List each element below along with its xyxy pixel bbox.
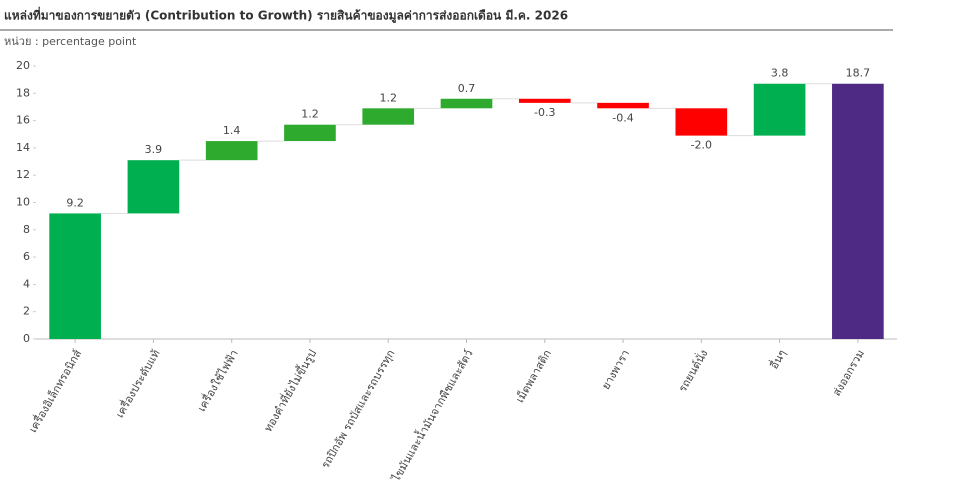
x-tick-label: รถปิกอัพ รถบัสและรถบรรทุก xyxy=(319,348,398,471)
value-label: 9.2 xyxy=(66,196,84,209)
y-tick-label: 4 xyxy=(23,277,30,290)
value-label: 1.2 xyxy=(379,91,397,104)
x-tick-label: เครื่องใช้ไฟฟ้า xyxy=(193,347,241,414)
value-label: 1.2 xyxy=(301,108,319,121)
x-tick-label: ส่งออกรวม xyxy=(830,348,867,399)
y-tick-label: 16 xyxy=(16,114,30,127)
bar xyxy=(832,83,884,340)
x-tick-label: รถยนต์นั่ง xyxy=(674,347,710,395)
value-label: -2.0 xyxy=(691,139,712,152)
bar xyxy=(49,213,101,339)
value-label: 1.4 xyxy=(223,124,241,137)
x-tick-label: ยางพารา xyxy=(599,348,632,392)
y-tick-label: 0 xyxy=(23,332,30,345)
y-tick-label: 20 xyxy=(16,59,30,72)
bar xyxy=(597,102,649,109)
bar xyxy=(127,160,180,214)
x-tick-label: ไขมันและน้ำมันจากพืชและสัตว์ xyxy=(387,347,475,483)
x-tick-label: ทองคำที่ยังไม่ขึ้นรูป xyxy=(260,346,319,434)
value-label: 0.7 xyxy=(458,82,476,95)
x-tick-label: เครื่องอิเล็กทรอนิกส์ xyxy=(25,346,85,435)
value-label: 18.7 xyxy=(846,67,871,80)
y-tick-label: 2 xyxy=(23,305,30,318)
bar xyxy=(362,108,415,125)
x-tick-label: อื่นๆ xyxy=(766,346,789,371)
value-label: 3.8 xyxy=(771,67,789,80)
x-tick-label: เครื่องประดับแท้ xyxy=(111,347,162,421)
chart-title: แหล่งที่มาของการขยายตัว (Contribution to… xyxy=(4,7,568,24)
y-tick-label: 8 xyxy=(23,223,30,236)
value-label: 3.9 xyxy=(145,143,163,156)
bar xyxy=(205,141,258,161)
y-tick-label: 6 xyxy=(23,250,30,263)
bar xyxy=(675,108,728,136)
y-tick-label: 18 xyxy=(16,86,30,99)
x-tick-label: เม็ดพลาสติก xyxy=(512,347,554,405)
bar xyxy=(753,83,806,136)
y-tick-label: 10 xyxy=(16,196,30,209)
y-tick-label: 14 xyxy=(16,141,30,154)
bar xyxy=(284,124,336,142)
chart-subtitle: หน่วย : percentage point xyxy=(4,35,137,48)
bar xyxy=(518,98,571,103)
value-label: -0.3 xyxy=(534,106,555,119)
bar xyxy=(440,98,493,109)
value-label: -0.4 xyxy=(612,111,633,124)
y-tick-label: 12 xyxy=(16,168,30,181)
